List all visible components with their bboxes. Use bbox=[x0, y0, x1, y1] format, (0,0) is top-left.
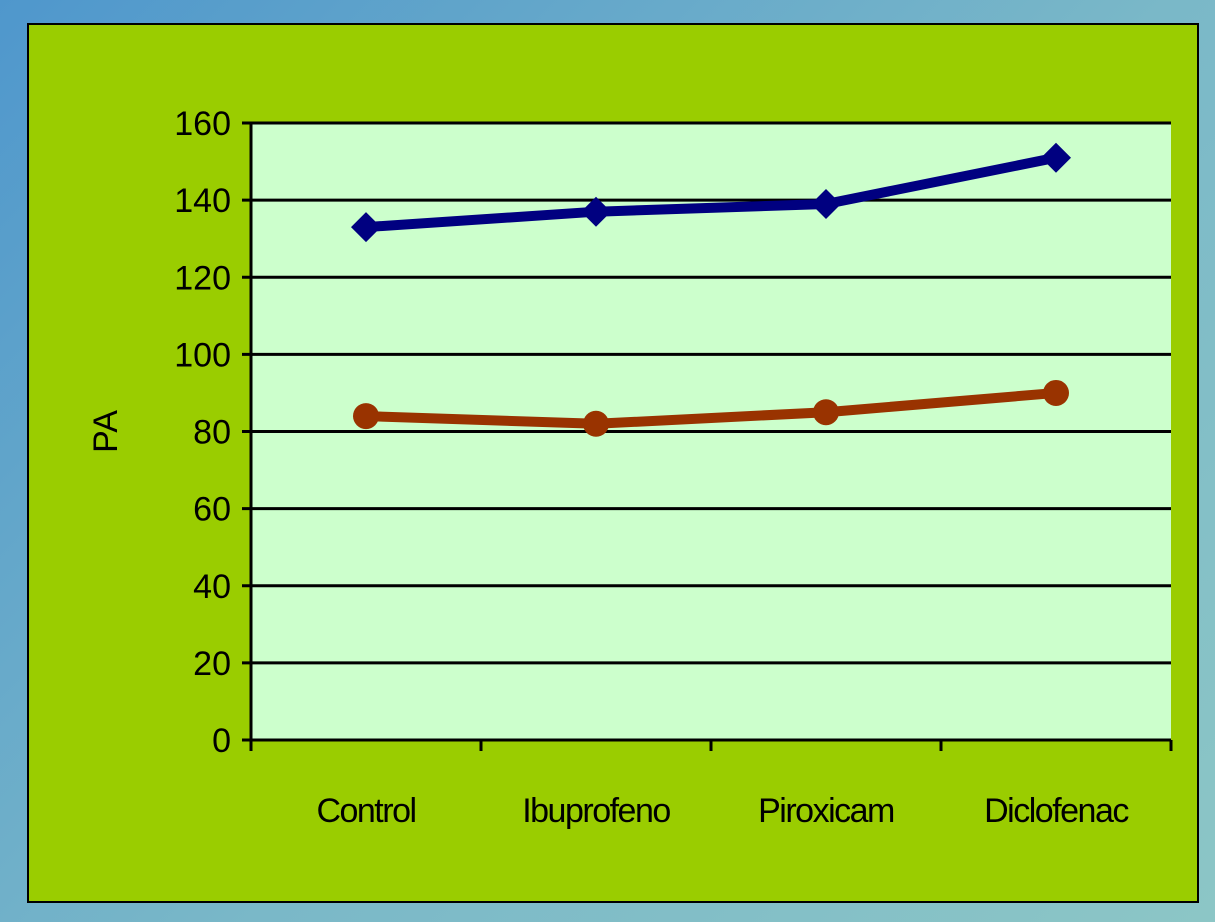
data-point bbox=[351, 212, 381, 243]
y-tick-label: 20 bbox=[193, 645, 231, 683]
y-tick-label: 60 bbox=[193, 491, 231, 529]
series-line bbox=[361, 387, 1061, 429]
y-tick-label: 160 bbox=[174, 105, 231, 143]
line-chart: 0 20 40 60 80 100 120 140 160 Control Ibuprofeno P… bbox=[29, 25, 1197, 901]
data-point bbox=[581, 196, 611, 227]
y-tick-label: 0 bbox=[212, 722, 231, 760]
x-tick-label: Piroxicam bbox=[758, 792, 894, 830]
y-axis-title: PA bbox=[87, 410, 125, 453]
data-point bbox=[1041, 142, 1071, 173]
y-tick-label: 40 bbox=[193, 568, 231, 606]
y-tick-label: 140 bbox=[174, 182, 231, 220]
y-axis-ticks: 0 20 40 60 80 100 120 140 160 bbox=[174, 105, 251, 760]
series-2 bbox=[353, 379, 1069, 437]
gridlines bbox=[251, 121, 1171, 665]
x-axis-ticks: Control Ibuprofeno Piroxicam Diclofenac bbox=[249, 740, 1173, 830]
y-tick-label: 100 bbox=[174, 336, 231, 374]
data-point bbox=[1043, 379, 1069, 406]
chart-frame: 0 20 40 60 80 100 120 140 160 Control Ibuprofeno P… bbox=[27, 23, 1199, 903]
data-point bbox=[811, 188, 841, 219]
data-point bbox=[583, 410, 609, 437]
y-tick-label: 120 bbox=[174, 259, 231, 297]
x-tick-label: Control bbox=[316, 792, 415, 830]
y-tick-label: 80 bbox=[193, 414, 231, 452]
series-line bbox=[361, 152, 1061, 233]
x-tick-label: Ibuprofeno bbox=[522, 792, 670, 830]
data-point bbox=[813, 399, 839, 426]
data-point bbox=[353, 403, 379, 430]
series-1 bbox=[351, 142, 1071, 243]
series-group bbox=[351, 142, 1071, 437]
x-tick-label: Diclofenac bbox=[984, 792, 1129, 830]
